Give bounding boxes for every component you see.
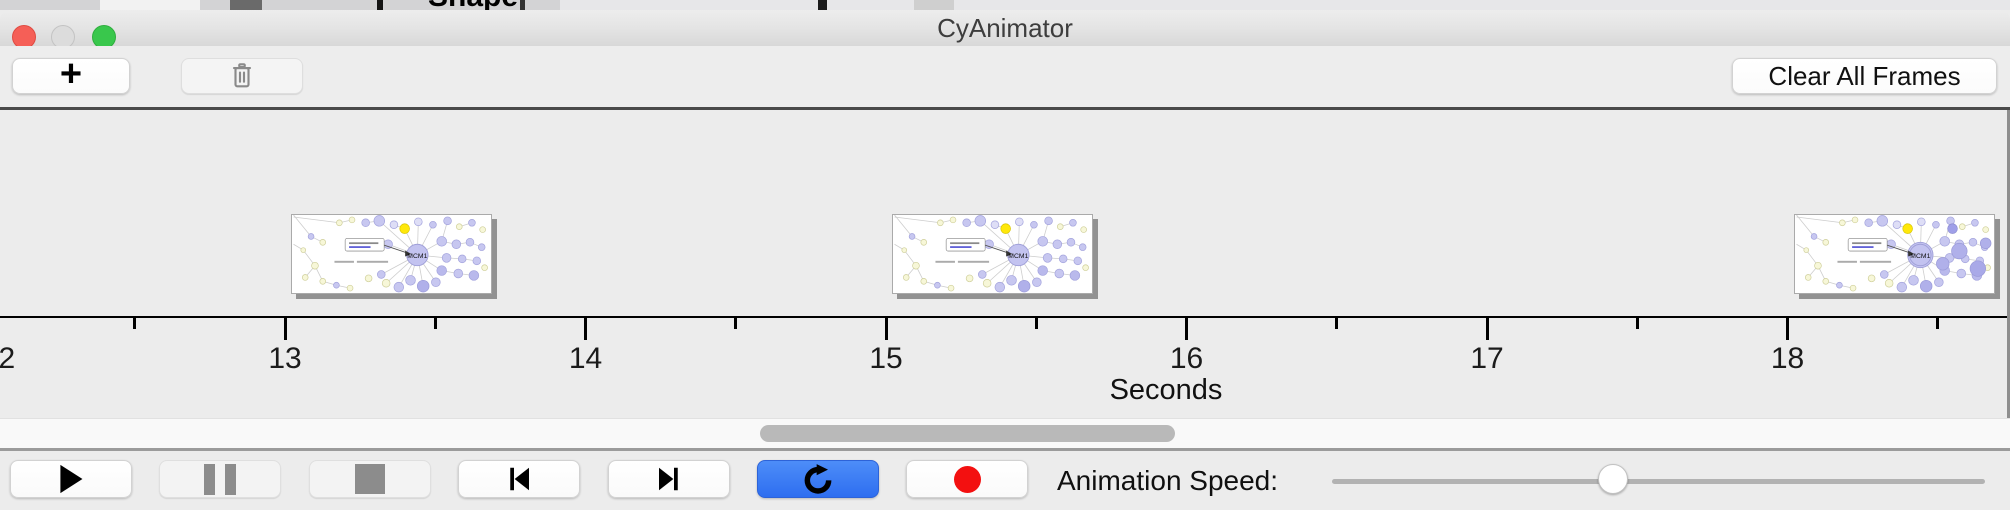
timeline-minor-tick <box>1936 316 1940 329</box>
background-window-fragment <box>818 0 827 10</box>
background-window-strip: Shape <box>0 0 2010 10</box>
timeline-major-tick <box>283 316 287 340</box>
timeline-minor-tick <box>433 316 437 329</box>
record-button[interactable] <box>906 460 1028 498</box>
record-icon <box>953 465 981 493</box>
bottombar-divider <box>0 448 2010 451</box>
timeline-tick-label: 16 <box>1169 342 1204 375</box>
timeline-scrollbar-thumb[interactable] <box>760 425 1175 442</box>
timeline-major-tick <box>1185 316 1188 340</box>
timeline-minor-tick <box>1335 316 1339 329</box>
timeline-scrollbar-track[interactable] <box>0 418 2010 448</box>
window-title: CyAnimator <box>937 13 1073 43</box>
skip-to-start-button[interactable] <box>458 460 580 498</box>
add-frame-button[interactable]: + <box>12 53 130 95</box>
skip-to-end-button[interactable] <box>608 460 730 498</box>
pause-button[interactable] <box>159 460 281 498</box>
stop-icon <box>355 464 385 494</box>
frame-thumbnail-18s[interactable]: MCM1 <box>1793 214 1995 294</box>
frame-toolbar: + Clear All Frames <box>0 46 2010 110</box>
svg-text:MCM1: MCM1 <box>1008 253 1028 260</box>
svg-text:MCM1: MCM1 <box>407 253 427 260</box>
delete-frame-button[interactable] <box>181 58 303 94</box>
background-window-fragment <box>914 0 954 10</box>
svg-text:MCM1: MCM1 <box>1910 253 1930 260</box>
timeline-major-tick <box>1786 316 1789 340</box>
loop-button[interactable] <box>757 460 879 498</box>
timeline-major-tick <box>1485 316 1489 340</box>
speed-slider-thumb[interactable] <box>1597 464 1628 494</box>
animation-speed-label: Animation Speed: <box>1057 464 1279 496</box>
background-window-fragment <box>230 0 262 10</box>
playback-bar: Animation Speed: <box>0 451 2010 510</box>
network-thumbnail-graphic: MCM1 <box>293 215 490 293</box>
speed-slider-track[interactable] <box>1332 479 1985 484</box>
timeline-tick-label: 15 <box>869 342 903 375</box>
skip-end-icon <box>659 467 678 491</box>
loop-icon <box>804 464 832 494</box>
stop-button[interactable] <box>309 460 431 498</box>
timeline-major-tick <box>584 316 587 340</box>
frame-thumbnail-15s[interactable]: MCM1 <box>892 214 1093 294</box>
background-window-shape-label: Shape <box>428 0 518 10</box>
pause-icon <box>204 463 236 495</box>
timeline-tick-label: 17 <box>1470 342 1504 375</box>
background-window-fragment <box>100 0 200 10</box>
frame-thumbnail-13s[interactable]: MCM1 <box>291 214 492 294</box>
network-thumbnail-graphic: MCM1 <box>1795 215 1992 293</box>
timeline-panel[interactable]: 12 13 14 15 16 17 18 <box>0 110 2010 418</box>
minimize-window-button <box>51 25 75 49</box>
timeline-tick-label: 18 <box>1770 342 1805 375</box>
clear-all-frames-button[interactable]: Clear All Frames <box>1732 58 1997 94</box>
plus-icon: + <box>59 53 83 95</box>
timeline-tick-label: 14 <box>568 342 603 375</box>
timeline-major-tick <box>884 316 888 340</box>
timeline-minor-tick <box>133 316 137 329</box>
background-window-fragment <box>520 0 525 10</box>
timeline-minor-tick <box>1635 316 1639 329</box>
trash-icon <box>232 63 252 88</box>
axis-seconds-label: Seconds <box>1109 374 1223 406</box>
network-thumbnail-graphic: MCM1 <box>894 215 1091 293</box>
play-button[interactable] <box>10 460 132 498</box>
timeline-minor-tick <box>1034 316 1038 329</box>
timeline-tick-label: 13 <box>268 342 302 375</box>
close-window-button[interactable] <box>12 25 36 49</box>
timeline-right-border <box>2007 110 2010 448</box>
window-titlebar: CyAnimator <box>0 10 2010 49</box>
timeline-axis-line <box>0 316 2010 318</box>
play-icon <box>60 464 83 494</box>
skip-start-icon <box>510 467 529 491</box>
background-window-fragment <box>560 0 2010 10</box>
background-window-fragment <box>377 0 383 10</box>
timeline-minor-tick <box>734 316 738 329</box>
timeline-tick-label: 12 <box>0 342 16 375</box>
